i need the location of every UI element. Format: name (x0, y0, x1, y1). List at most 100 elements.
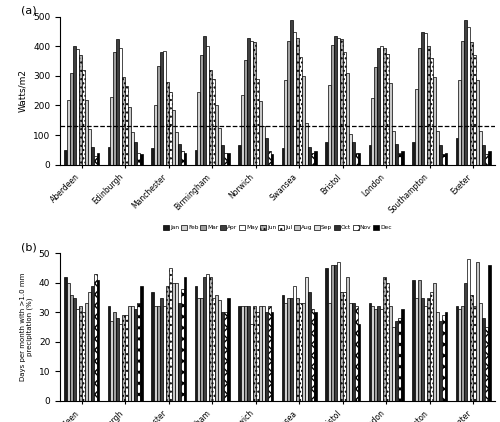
Bar (258, 306, 262, 401)
Bar (79, 306, 82, 401)
Bar (64, 277, 67, 401)
Bar (82, 312, 84, 401)
Bar (67, 100, 70, 165)
Bar (412, 142, 415, 165)
Bar (302, 303, 305, 401)
Bar (96, 280, 100, 401)
Y-axis label: Days per month with >1.0 mm
precipitation (%): Days per month with >1.0 mm precipitatio… (20, 273, 33, 381)
Bar (212, 298, 215, 401)
Bar (262, 126, 264, 165)
Bar (374, 309, 378, 401)
Bar (160, 52, 163, 165)
Bar (340, 292, 343, 401)
Bar (253, 42, 256, 165)
Text: (a): (a) (21, 6, 36, 16)
Bar (154, 306, 157, 401)
Bar (328, 303, 331, 401)
Bar (305, 123, 308, 165)
Bar (73, 46, 76, 165)
Bar (328, 85, 331, 165)
Bar (256, 312, 258, 401)
Bar (398, 153, 401, 165)
Bar (154, 106, 157, 165)
Bar (432, 283, 436, 401)
Bar (479, 303, 482, 401)
Bar (442, 315, 444, 401)
Bar (157, 306, 160, 401)
Bar (151, 148, 154, 165)
Bar (438, 321, 442, 401)
Bar (464, 20, 468, 165)
Bar (250, 41, 253, 165)
Bar (325, 268, 328, 401)
Bar (94, 274, 96, 401)
Bar (227, 153, 230, 165)
Bar (389, 83, 392, 165)
Bar (343, 52, 345, 165)
Bar (120, 48, 122, 165)
Bar (395, 144, 398, 165)
Bar (128, 306, 131, 401)
Bar (418, 280, 421, 401)
Bar (238, 145, 241, 165)
Bar (458, 80, 462, 165)
Bar (256, 79, 258, 165)
Bar (212, 79, 215, 165)
Bar (346, 277, 348, 401)
Bar (337, 262, 340, 401)
Bar (354, 153, 358, 165)
Bar (221, 145, 224, 165)
Bar (401, 309, 404, 401)
Bar (174, 283, 178, 401)
Bar (415, 298, 418, 401)
Bar (485, 327, 488, 401)
Bar (430, 58, 432, 165)
Bar (88, 129, 90, 165)
Bar (227, 298, 230, 401)
Bar (436, 312, 438, 401)
Bar (84, 303, 87, 401)
Bar (380, 309, 384, 401)
Bar (120, 324, 122, 401)
Bar (378, 48, 380, 165)
Bar (314, 312, 317, 401)
Bar (415, 89, 418, 165)
Legend: Jan, Feb, Mar, Apr, May, Jun, Jul, Aug, Sep, Oct, Nov, Dec: Jan, Feb, Mar, Apr, May, Jun, Jul, Aug, … (161, 222, 394, 233)
Bar (131, 132, 134, 165)
Bar (468, 259, 470, 401)
Bar (122, 78, 125, 165)
Bar (122, 315, 125, 401)
Bar (67, 283, 70, 401)
Bar (90, 147, 94, 165)
Bar (238, 306, 241, 401)
Bar (264, 312, 268, 401)
Bar (473, 306, 476, 401)
Bar (76, 49, 79, 165)
Bar (311, 153, 314, 165)
Bar (282, 148, 284, 165)
Bar (337, 38, 340, 165)
Bar (352, 303, 354, 401)
Bar (204, 36, 206, 165)
Bar (200, 55, 203, 165)
Bar (134, 142, 137, 165)
Bar (194, 150, 198, 165)
Bar (178, 303, 180, 401)
Bar (244, 60, 247, 165)
Bar (456, 306, 458, 401)
Bar (282, 295, 284, 401)
Bar (442, 154, 444, 165)
Bar (424, 306, 427, 401)
Bar (140, 286, 143, 401)
Y-axis label: Watts/m2: Watts/m2 (18, 69, 28, 112)
Bar (76, 309, 79, 401)
Bar (198, 92, 200, 165)
Bar (438, 145, 442, 165)
Bar (88, 292, 90, 401)
Bar (110, 97, 114, 165)
Bar (128, 107, 131, 165)
Bar (421, 32, 424, 165)
Bar (116, 318, 119, 401)
Bar (160, 298, 163, 401)
Bar (250, 324, 253, 401)
